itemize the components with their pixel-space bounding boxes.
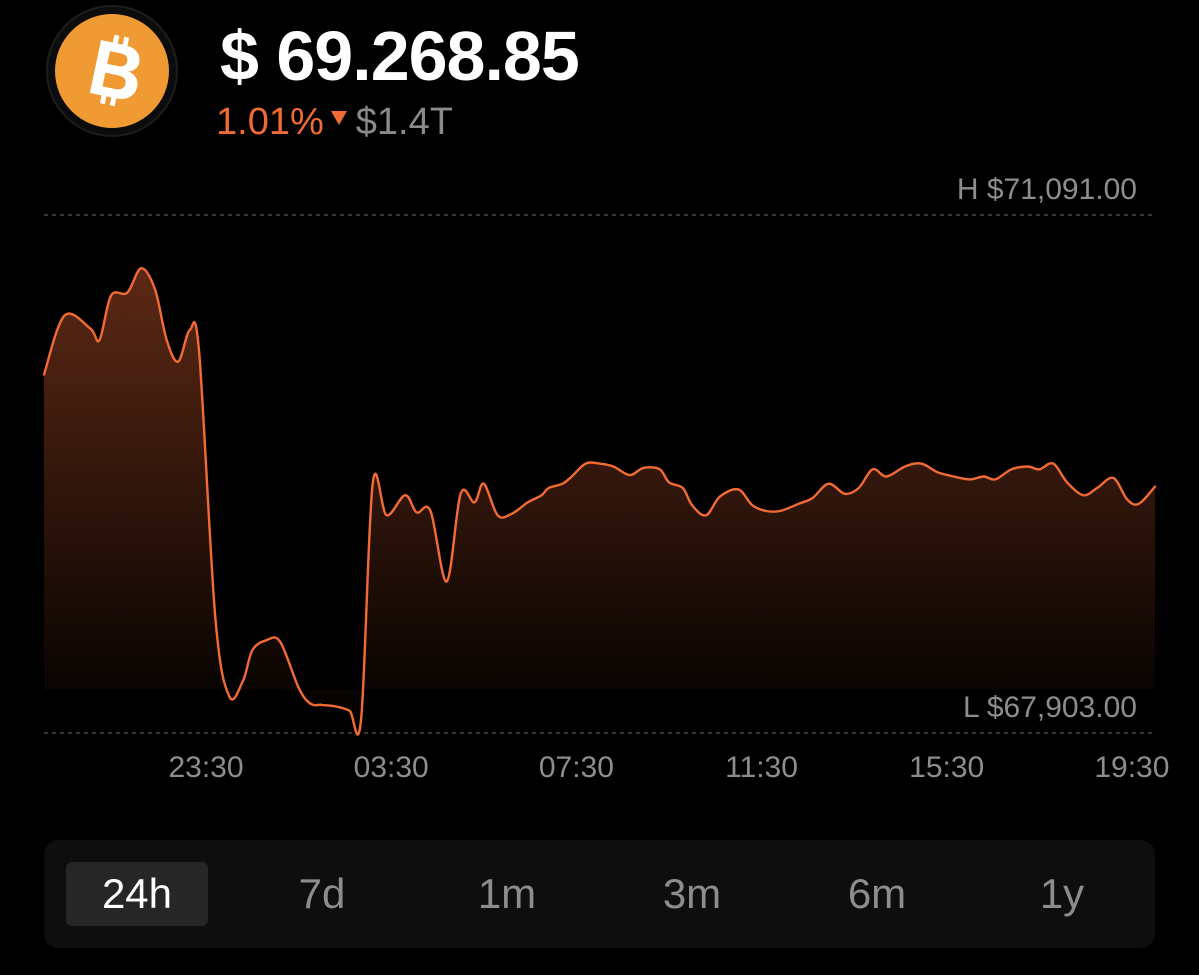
- range-7d-button[interactable]: 7d: [298, 870, 346, 917]
- price-line: [42, 267, 1157, 736]
- down-triangle-icon: [330, 111, 347, 125]
- x-tick-label: 03:30: [353, 751, 429, 784]
- low-label: L $67,903.00: [962, 691, 1137, 724]
- market-cap: $1.4T: [355, 101, 453, 143]
- x-tick-label: 07:30: [538, 751, 614, 784]
- current-price: $ 69.268.85: [220, 17, 580, 95]
- range-1m-button[interactable]: 1m: [477, 870, 537, 917]
- bitcoin-icon: [55, 14, 169, 128]
- x-tick-label: 19:30: [1094, 751, 1170, 784]
- x-tick-label: 15:30: [909, 751, 985, 784]
- range-1y-button[interactable]: 1y: [1039, 870, 1085, 917]
- x-tick-label: 11:30: [725, 751, 798, 784]
- price-change-row: 1.01% $1.4T: [216, 100, 453, 144]
- range-3m-button[interactable]: 3m: [662, 870, 722, 917]
- range-6m-button[interactable]: 6m: [847, 870, 907, 917]
- price-area-fill: [44, 268, 1155, 735]
- coin-logo: [46, 5, 178, 137]
- x-tick-label: 23:30: [168, 751, 244, 784]
- time-range-selector: 24h 7d 1m 3m 6m 1y: [44, 840, 1155, 948]
- high-label: H $71,091.00: [956, 173, 1137, 206]
- change-percent: 1.01%: [216, 101, 324, 143]
- range-24h-button[interactable]: 24h: [66, 862, 208, 926]
